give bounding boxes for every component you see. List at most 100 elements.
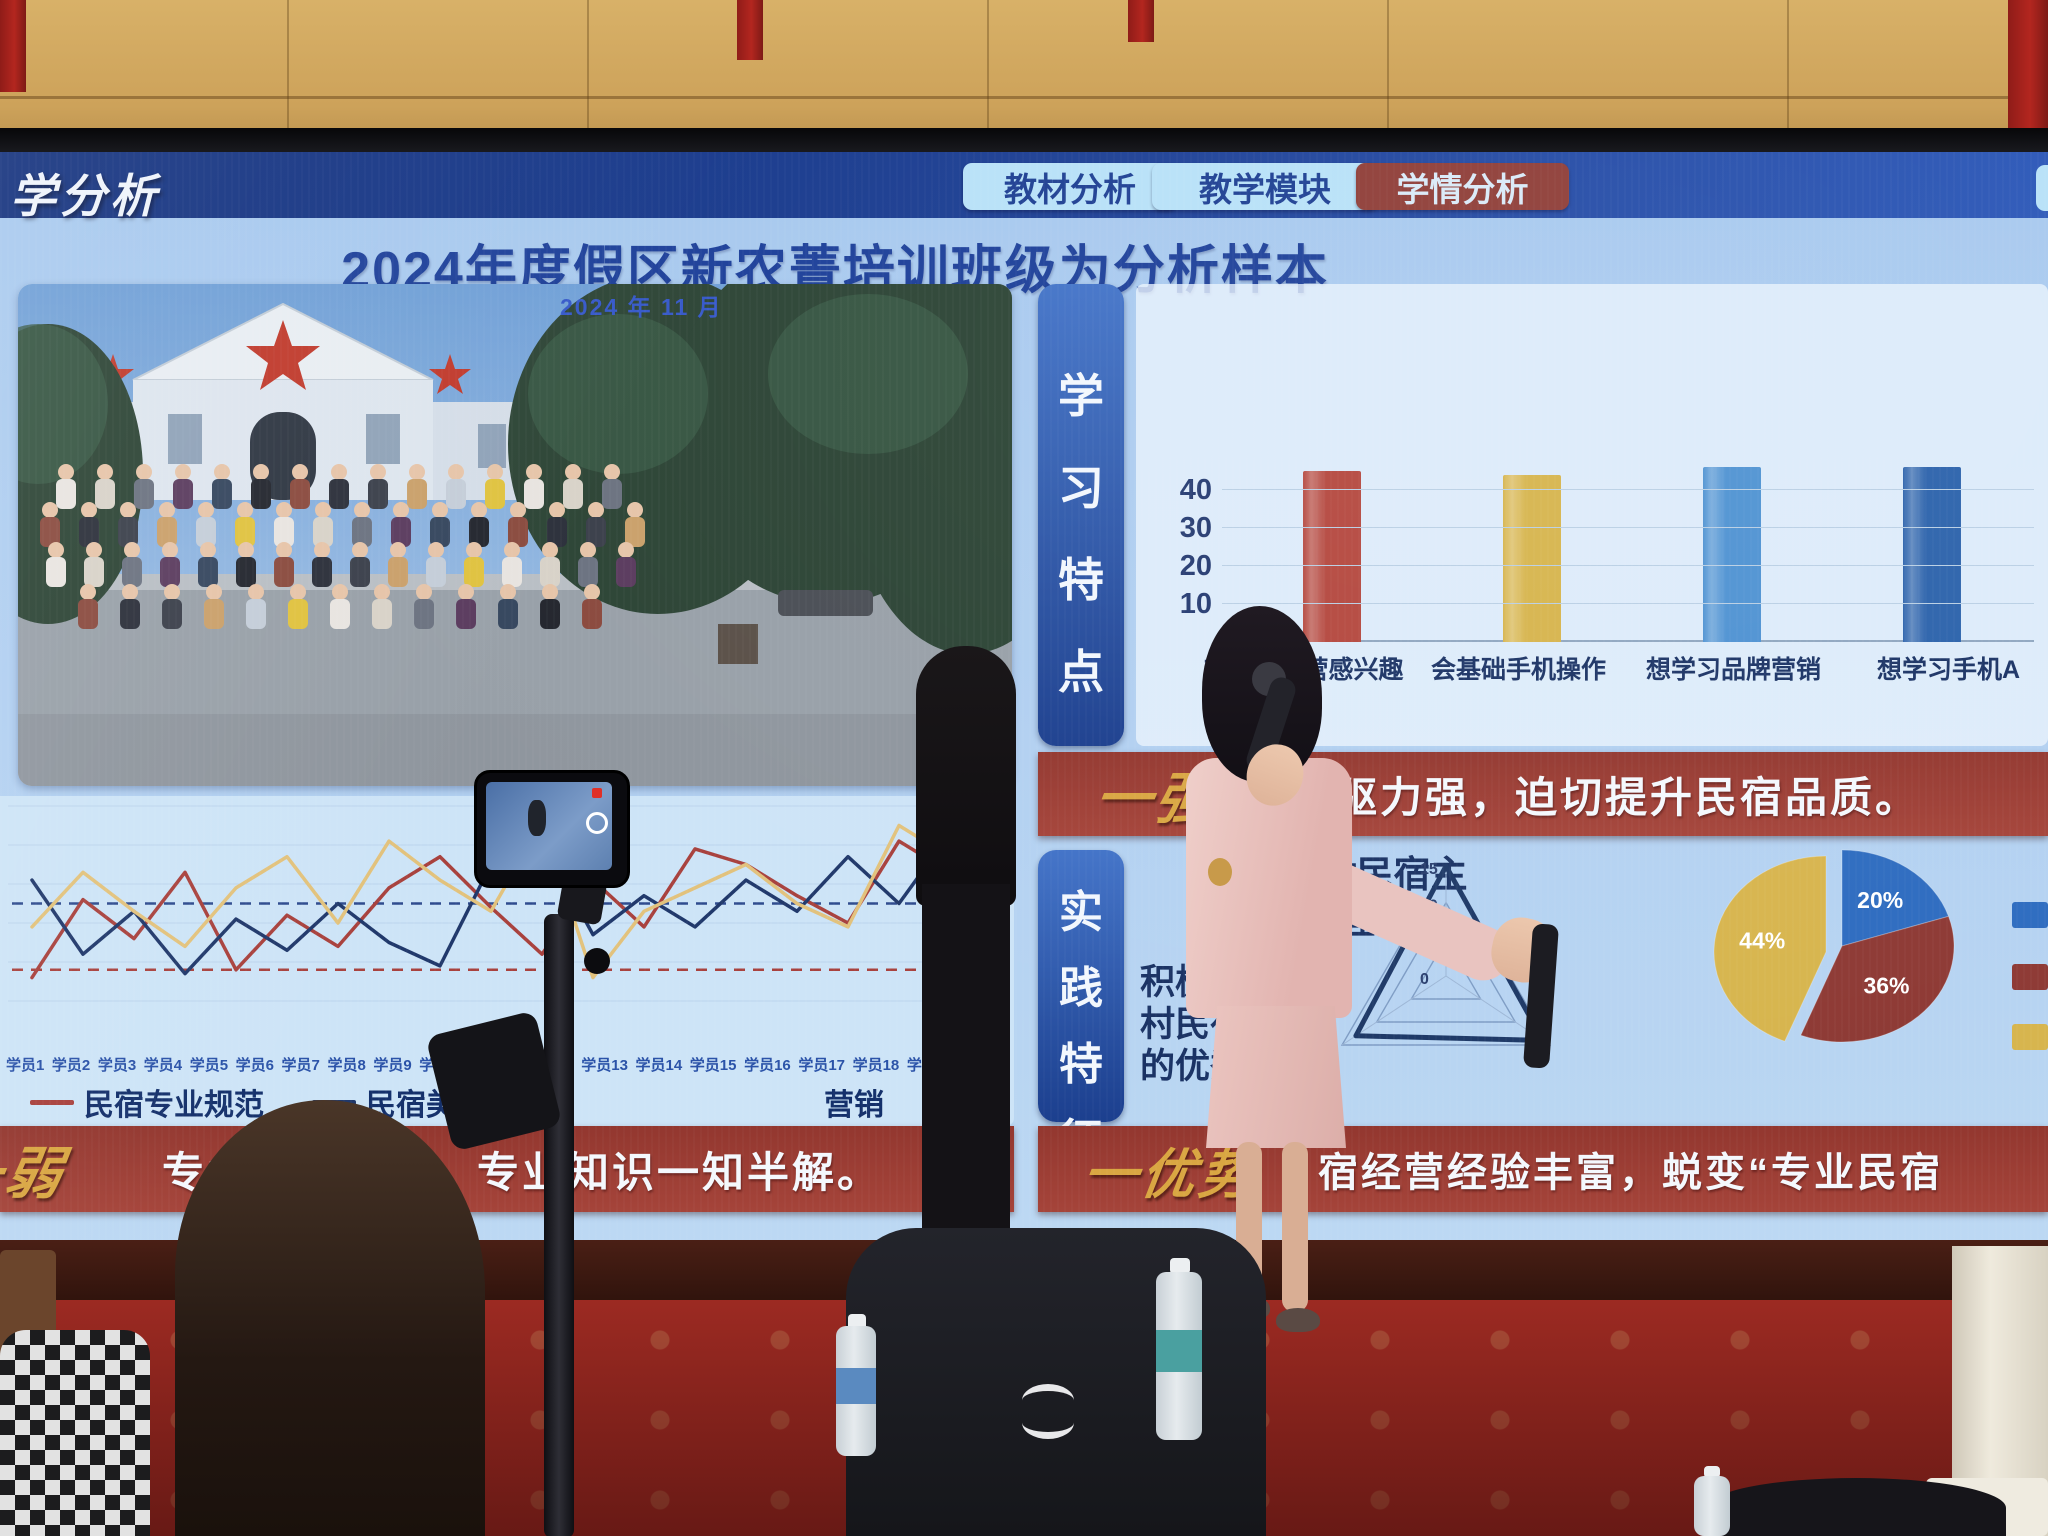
- section-tab-char: 实: [1059, 888, 1103, 937]
- deck-title: 学分析: [10, 170, 160, 222]
- banner-strong-text: 自驱力强，迫切提升民宿品质。: [1290, 773, 1921, 821]
- section-tab-char: 践: [1059, 964, 1103, 1013]
- banner-weak-tag: 一弱: [0, 1141, 70, 1205]
- section-tab-char: 特: [1059, 1040, 1103, 1089]
- bar-axis-baseline: [1222, 640, 2034, 642]
- wall-seam: [1387, 0, 1389, 150]
- legend-item: 民宿专业规范: [30, 1080, 264, 1124]
- banner-advantage-text: 宿经营经验丰富，蜕变“专业民宿: [1318, 1151, 1943, 1195]
- svg-text:15: 15: [1420, 861, 1438, 878]
- tab-3[interactable]: 学情分析: [1356, 163, 1569, 210]
- audience-head-brown-hair: [175, 1100, 485, 1536]
- wall: [0, 0, 2048, 152]
- group-photo-panel: [18, 284, 1012, 786]
- bar-category: 想学习品牌营销: [1645, 656, 1821, 684]
- presenter-shoe: [1276, 1308, 1320, 1332]
- photo-date: 2024 年 11 月: [560, 294, 723, 320]
- x-axis-label: 学员3: [97, 1057, 137, 1074]
- svg-text:0: 0: [1420, 971, 1429, 988]
- hanging-red-banner: [1128, 0, 1154, 42]
- group-photo-illustration: [18, 284, 1012, 786]
- x-axis-label: 学员16: [744, 1057, 791, 1074]
- bar-series: [1232, 332, 2032, 642]
- phone-screen-figure: [528, 800, 546, 836]
- audience-shoulders: [846, 1228, 1266, 1536]
- wall-groove: [0, 96, 2048, 99]
- pie-legend-swatch: [2012, 964, 2048, 990]
- gridline: [1222, 603, 2034, 604]
- x-axis-label: 学员8: [327, 1057, 366, 1074]
- bar: [1303, 471, 1361, 642]
- hanging-red-banner: [737, 0, 763, 60]
- bar-category: 想学习手机A: [1876, 656, 2021, 684]
- gimbal-knob[interactable]: [584, 948, 610, 974]
- x-axis-label: 学员18: [852, 1057, 900, 1074]
- water-bottle-label: [836, 1368, 876, 1404]
- jacket-logo: [1022, 1384, 1074, 1417]
- bar: [1503, 474, 1561, 642]
- x-axis-label: 学员7: [281, 1057, 320, 1074]
- legend-label: 民宿专业规范: [84, 1089, 264, 1122]
- x-axis-label: 学员2: [51, 1057, 91, 1074]
- y-axis-tick: 30: [1179, 512, 1212, 544]
- section-tab-char: 点: [1058, 646, 1104, 698]
- section-tab-learning: 学习特点: [1038, 284, 1124, 746]
- screen-bezel: [0, 128, 2048, 154]
- tab-partial[interactable]: [2036, 165, 2048, 211]
- wall-seam: [987, 0, 989, 150]
- record-indicator: [592, 788, 602, 798]
- x-axis-label: 学员1: [6, 1057, 45, 1074]
- y-axis-tick: 10: [1179, 588, 1212, 620]
- gimbal-pole: [544, 914, 574, 1536]
- legend-dash: [30, 1099, 74, 1105]
- x-axis-label: 学员9: [373, 1057, 412, 1074]
- banner-weak: 一弱 专业基础较弱，专业知识一知半解。: [0, 1126, 1014, 1212]
- water-bottle-cap: [1704, 1466, 1720, 1478]
- section-tab-char: 特: [1058, 554, 1104, 606]
- pie-legend-swatch: [2012, 902, 2048, 928]
- jacket-logo: [1022, 1406, 1074, 1439]
- y-axis-tick: 20: [1179, 550, 1212, 582]
- section-tab-practice: 实践特征: [1038, 850, 1124, 1165]
- legend-item: 营销: [824, 1080, 884, 1124]
- presenter-leg: [1282, 1142, 1308, 1312]
- shutter-button[interactable]: [586, 812, 608, 834]
- svg-text:44%: 44%: [1739, 928, 1785, 954]
- legend-label: 营销: [824, 1089, 884, 1122]
- presenter-badge: [1208, 858, 1232, 886]
- pie-chart: 20% 36% 44%: [1713, 849, 1955, 1043]
- x-axis-label: 学员17: [798, 1057, 846, 1074]
- audience-houndstooth-shoulder: [0, 1330, 150, 1536]
- svg-text:36%: 36%: [1863, 973, 1909, 999]
- tab-2[interactable]: 教学模块: [1152, 163, 1378, 210]
- bar: [1703, 467, 1761, 642]
- wall-seam: [1787, 0, 1789, 150]
- water-bottle: [1694, 1476, 1730, 1536]
- bar-category: 会基础手机操作: [1430, 656, 1606, 684]
- x-axis-label: 学员14: [635, 1057, 683, 1074]
- pie-legend-swatch: [2012, 1024, 2048, 1050]
- wall-seam: [287, 0, 289, 150]
- banner-advantage: 一优势 宿经营经验丰富，蜕变“专业民宿: [1038, 1126, 2048, 1212]
- y-axis-tick: 40: [1179, 474, 1212, 506]
- bar: [1903, 467, 1961, 642]
- bar-category-labels: 对民宿经营感兴趣会基础手机操作想学习品牌营销想学习手机A: [1196, 650, 2048, 686]
- gridline: [1222, 527, 2034, 528]
- gridline: [1222, 489, 2034, 490]
- presenter-skirt: [1206, 1006, 1346, 1148]
- svg-text:20%: 20%: [1857, 887, 1903, 913]
- x-axis-label: 学员5: [189, 1057, 229, 1074]
- section-tab-char: 学: [1058, 370, 1104, 422]
- x-axis-label: 学员4: [143, 1057, 183, 1074]
- tab-1[interactable]: 教材分析: [963, 163, 1177, 210]
- water-bottle-cap: [1170, 1258, 1190, 1274]
- audience-head: [1706, 1478, 2006, 1536]
- section-tab-char: 习: [1058, 462, 1104, 514]
- audience-figure: [922, 884, 1010, 1244]
- x-axis-label: 学员6: [235, 1057, 274, 1074]
- hanging-red-banner: [0, 0, 26, 92]
- x-axis-label: 学员13: [581, 1057, 628, 1074]
- slide-nav-tabs: 教材分析 教学模块 学情分析: [0, 163, 2048, 213]
- water-bottle-label: [1156, 1330, 1202, 1372]
